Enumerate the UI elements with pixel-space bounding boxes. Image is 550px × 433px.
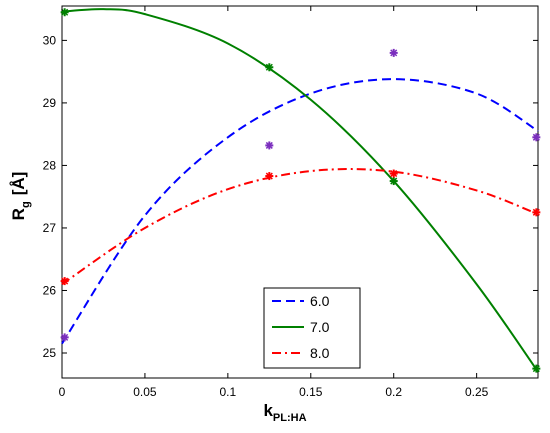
x-tick-label: 0.25 [465, 385, 489, 399]
data-point [265, 63, 274, 72]
y-tick-label: 28 [43, 158, 57, 172]
legend-label-1: 7.0 [310, 319, 330, 335]
y-axis-unit: [Å] [9, 172, 28, 196]
y-tick-label: 29 [43, 96, 57, 110]
data-point [60, 8, 69, 17]
y-axis-label: R [9, 208, 28, 220]
data-point [389, 177, 398, 186]
fit-curves [61, 8, 539, 373]
y-axis-subscript: g [20, 201, 32, 208]
x-tick-label: 0.15 [299, 385, 323, 399]
x-tick-label: 0.2 [385, 385, 402, 399]
data-point [60, 277, 69, 286]
data-point [532, 208, 541, 217]
data-markers [60, 8, 541, 373]
legend-label-0: 6.0 [310, 293, 330, 309]
data-point [389, 48, 398, 57]
legend: 6.0 7.0 8.0 [263, 287, 361, 369]
x-axis-subscript: PL:HA [273, 412, 307, 424]
legend-label-2: 8.0 [310, 345, 330, 361]
data-point [389, 169, 398, 178]
data-point [532, 133, 541, 142]
data-point [265, 141, 274, 150]
x-tick-label: 0.1 [220, 385, 237, 399]
data-point [60, 333, 69, 342]
y-tick-label: 25 [43, 346, 57, 360]
x-axis-title: kPL:HA [263, 401, 306, 424]
data-point [265, 172, 274, 181]
y-tick-label: 26 [43, 283, 57, 297]
series-line-2 [61, 168, 539, 286]
series-line-1 [61, 8, 539, 373]
y-tick-label: 27 [43, 221, 57, 235]
x-tick-label: 0.05 [133, 385, 157, 399]
x-axis-label: k [263, 401, 273, 420]
x-tick-label: 0 [59, 385, 66, 399]
series-line-0 [61, 78, 539, 345]
y-tick-label: 30 [43, 33, 57, 47]
axis-ticks: 0 0.05 0.1 0.15 0.2 0.25 25 26 27 28 29 30 [43, 6, 538, 399]
legend-entries: 6.0 7.0 8.0 [272, 293, 330, 361]
y-axis-title: Rg [Å] [9, 172, 32, 221]
data-point [532, 364, 541, 373]
